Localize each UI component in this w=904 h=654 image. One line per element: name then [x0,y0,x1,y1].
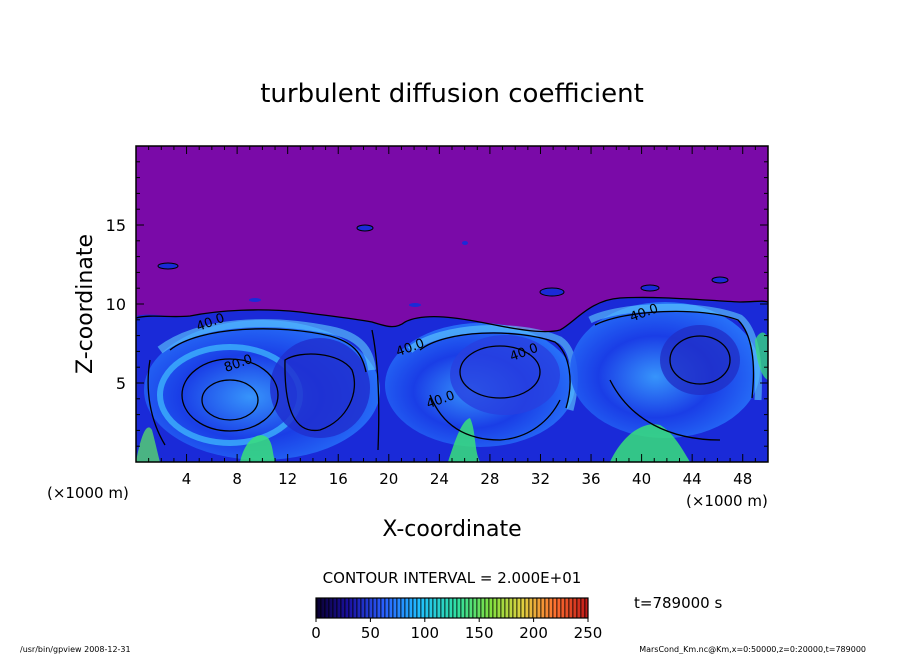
chart-title: turbulent diffusion coefficient [260,79,644,109]
y-tick-label: 15 [106,216,126,235]
contour-interval: CONTOUR INTERVAL = 2.000E+01 [323,569,582,587]
x-tick-label: 4 [182,470,192,488]
detached-blobs [157,224,729,307]
x-tick-label: 32 [531,470,550,488]
colorbar-tick-label: 0 [311,624,321,642]
colorbar-ticks: 0 50 100 150 200 250 [311,618,602,642]
y-axis-label: Z-coordinate [73,234,98,374]
y-axis: 5 10 15 [106,161,768,447]
high-value-patch [136,427,160,462]
x-unit-left: (×1000 m) [47,484,129,502]
x-tick-label: 12 [278,470,297,488]
colorbar-tick-label: 150 [465,624,494,642]
colorbar-tick-label: 250 [574,624,603,642]
colorbar-tick-label: 200 [519,624,548,642]
colorbar-frame [315,597,589,619]
colorbar-tick-label: 50 [361,624,380,642]
x-axis-label: X-coordinate [382,517,521,542]
y-tick-label: 5 [116,374,126,393]
x-unit-right: (×1000 m) [686,492,768,510]
eddy [588,303,762,401]
x-tick-label: 48 [733,470,752,488]
high-value-patch [610,424,690,462]
time-label: t=789000 s [634,594,722,612]
x-tick-label: 8 [232,470,242,488]
x-tick-label: 44 [683,470,702,488]
high-value-patch [448,418,480,462]
contour-lines [136,296,768,451]
high-value-patch [240,435,276,462]
colorbar-stripes [316,598,588,618]
eddy [450,335,560,415]
x-axis: 4 8 12 16 20 24 28 32 36 40 44 48 [148,146,756,488]
x-tick-label: 16 [329,470,348,488]
footer-source: MarsCond_Km.nc@Km,x=0:50000,z=0:20000,t=… [639,645,866,654]
eddy [157,319,376,371]
x-tick-label: 24 [430,470,449,488]
x-tick-label: 20 [379,470,398,488]
colorbar-tick-label: 100 [410,624,439,642]
x-tick-label: 40 [632,470,651,488]
colorbar: 0 50 100 150 200 250 [311,597,602,642]
high-value-patch [755,332,768,380]
plot-area: 80.040.040.040.040.040.0 [136,146,768,462]
x-tick-label: 36 [581,470,600,488]
footer-program: /usr/bin/gpview 2008-12-31 [20,645,131,654]
x-tick-label: 28 [480,470,499,488]
y-tick-label: 10 [106,295,126,314]
